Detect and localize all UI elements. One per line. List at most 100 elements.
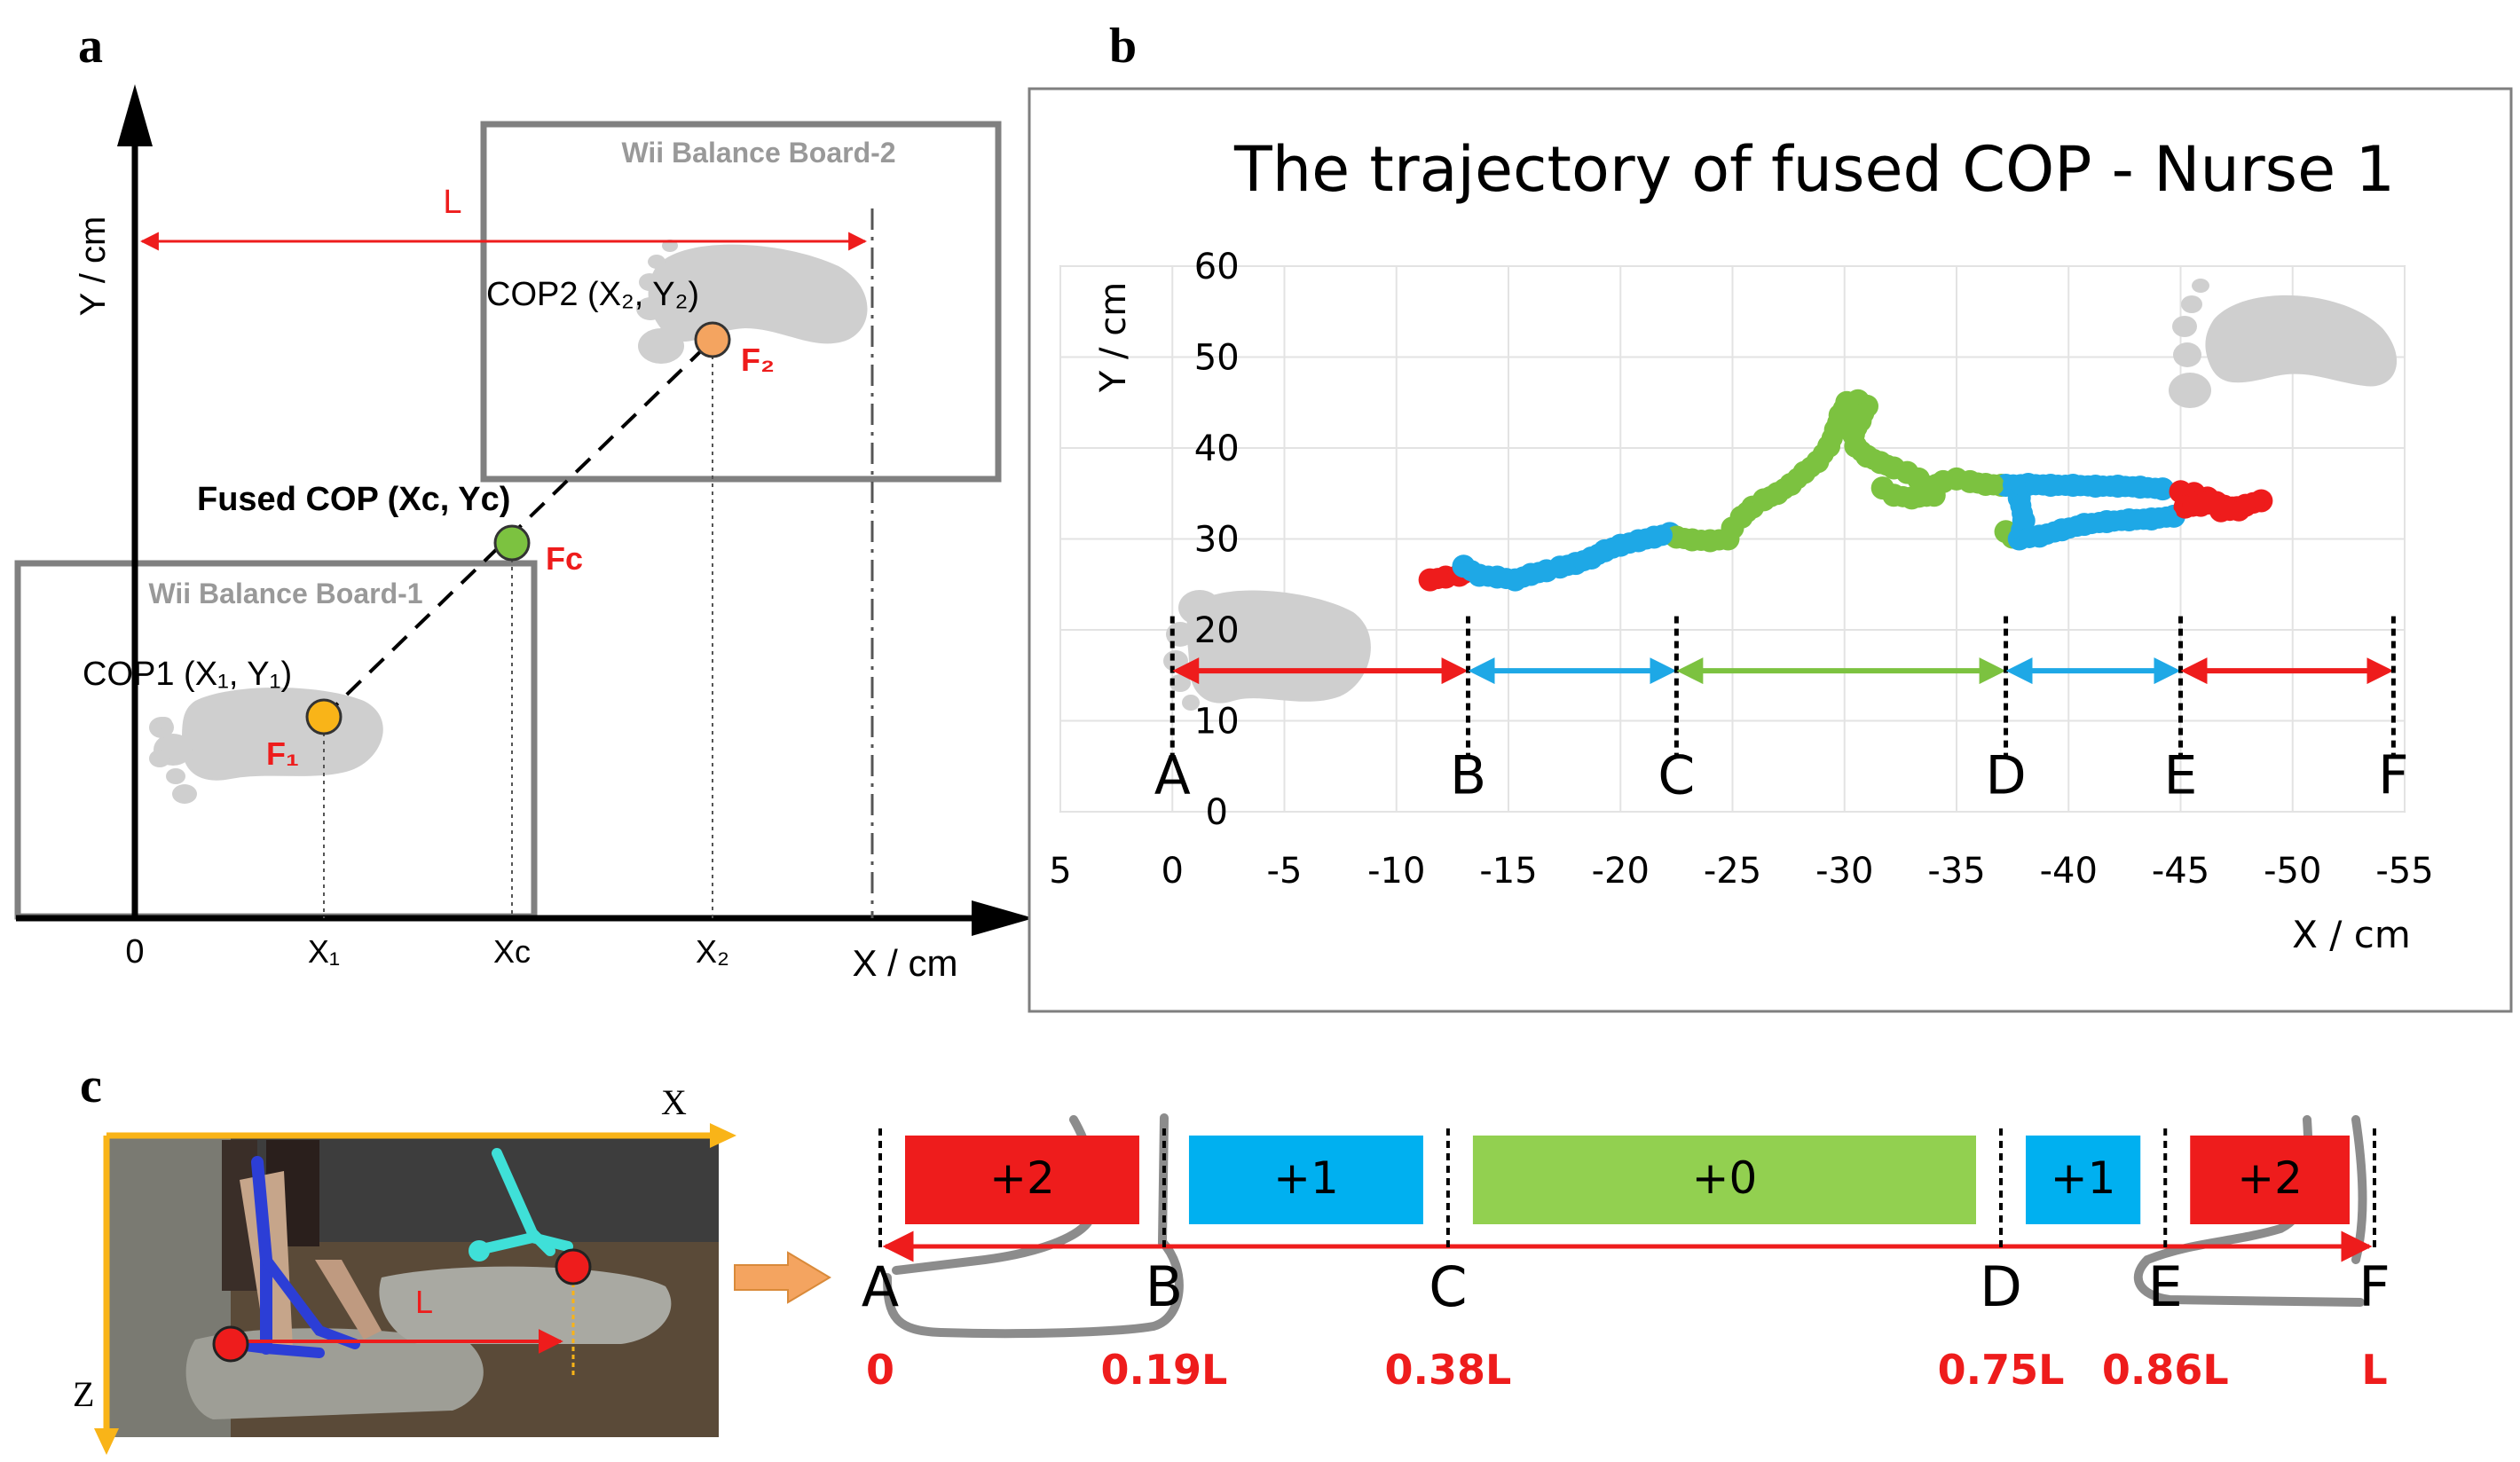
score-block xyxy=(2026,1136,2141,1224)
trajectory-point xyxy=(1892,485,1914,507)
scale-fraction: 0.75L xyxy=(1938,1346,2065,1394)
trajectory-point xyxy=(1876,454,1898,476)
y-tick-label: 20 xyxy=(1194,610,1240,651)
panel-b: b The trajectory of fused COP - Nurse 1 … xyxy=(1028,19,2513,1013)
trajectory-point xyxy=(1602,537,1624,559)
trajectory-point xyxy=(2032,474,2054,496)
x-tick-label: 5 xyxy=(1049,851,1071,892)
segment-label: D xyxy=(1985,745,2026,807)
photo-right-point xyxy=(555,1248,592,1285)
chart-y-label: Y / cm xyxy=(1093,282,1134,393)
scale-letter: E xyxy=(2148,1254,2183,1319)
trajectory-point xyxy=(1870,476,1894,500)
fused-cop-label: Fused COP (Xc, Yc) xyxy=(197,481,510,518)
f1-label: F₁ xyxy=(266,735,299,772)
trajectory-point xyxy=(2219,499,2241,522)
panel-label-a: a xyxy=(78,19,103,74)
chart-segments: A B C D E F xyxy=(1154,616,2409,807)
x-tick-label: -10 xyxy=(1367,851,1425,892)
trajectory-point xyxy=(1690,530,1713,552)
trajectory-point xyxy=(2019,526,2041,548)
board-2-label: Wii Balance Board-2 xyxy=(621,137,895,169)
trajectory-point xyxy=(1495,568,1517,590)
y-tick-label: 30 xyxy=(1194,520,1240,561)
trajectory-point xyxy=(1832,397,1855,420)
segment-label: B xyxy=(1450,745,1486,807)
score-label: +1 xyxy=(2051,1152,2116,1204)
x-axis-arrow-icon xyxy=(972,900,1034,936)
trajectory-point xyxy=(1477,565,1500,587)
x-tick-label: -35 xyxy=(1927,851,1985,892)
trajectory-point xyxy=(2155,506,2177,528)
score-block xyxy=(905,1136,1139,1224)
trajectory-point xyxy=(1908,486,1930,508)
scale-letter: F xyxy=(2359,1254,2390,1319)
score-label: +2 xyxy=(2237,1152,2303,1204)
score-block xyxy=(2190,1136,2350,1224)
chart-title: The trajectory of fused COP - Nurse 1 xyxy=(1233,133,2395,206)
fused-cop-point xyxy=(493,524,531,562)
scale-fraction: 0.19L xyxy=(1101,1346,1228,1394)
trajectory-point xyxy=(1528,562,1550,584)
x-tick-label: -30 xyxy=(1815,851,1873,892)
photo-l-label: L xyxy=(415,1284,433,1320)
camera-photo xyxy=(106,1136,719,1437)
y-tick-label: 0 xyxy=(1206,792,1228,833)
x1-tick: X₁ xyxy=(308,933,340,970)
trajectory-point xyxy=(2144,477,2166,499)
scale-letter: D xyxy=(1980,1254,2022,1319)
chart-points xyxy=(1418,389,2273,592)
x-tick-label: 0 xyxy=(1162,851,1184,892)
flow-arrow-icon xyxy=(734,1251,831,1304)
x-tick-label: -25 xyxy=(1704,851,1761,892)
trajectory-point xyxy=(1673,527,1696,549)
chart-ticks: 5 0 -5 -10 -15 -20 -25 -30 -35 -40 -45 -50 -55010203… xyxy=(1049,247,2433,892)
photo-left-point xyxy=(212,1325,249,1363)
scale-letter: A xyxy=(862,1254,899,1319)
photo-x-arrow-icon xyxy=(710,1123,736,1148)
foot-outline-icon xyxy=(2351,1115,2367,1264)
trajectory-point xyxy=(1812,443,1834,465)
segment-label: E xyxy=(2164,745,2198,807)
y-tick-label: 50 xyxy=(1194,338,1240,379)
x-tick-label: -50 xyxy=(2264,851,2321,892)
x-tick-label: -55 xyxy=(2375,851,2433,892)
y-tick-label: 60 xyxy=(1194,247,1240,287)
scale-letter: B xyxy=(1146,1254,1184,1319)
x-tick-label: -45 xyxy=(2152,851,2209,892)
x2-tick: X₂ xyxy=(696,933,729,970)
segment-scale: +2 +1 +0 +1 +2 A 0 B 0.19L C 0.38L D 0.75L E 0.86L FL xyxy=(862,1128,2390,1394)
segment-label: C xyxy=(1658,745,1695,807)
photo-z-label: Z xyxy=(73,1374,94,1414)
trajectory-point xyxy=(1461,560,1483,582)
photo-x-label: X xyxy=(661,1082,687,1122)
cop2-point xyxy=(694,321,731,358)
x-tick-label: -20 xyxy=(1592,851,1650,892)
trajectory-point xyxy=(1708,529,1730,551)
trajectory-point xyxy=(1736,501,1758,523)
trajectory-point xyxy=(1846,416,1868,438)
score-label: +0 xyxy=(1692,1152,1758,1204)
wii-board-2 xyxy=(480,121,1002,483)
panel-c: c X Z L xyxy=(73,1058,2390,1455)
trajectory-point xyxy=(2077,475,2099,497)
panel-a: a Wii Balance Board-2 Wii Balance Board-… xyxy=(14,19,1034,984)
y-tick-label: 10 xyxy=(1194,702,1240,743)
scale-fraction: 0.38L xyxy=(1385,1346,1512,1394)
trajectory-point xyxy=(2198,493,2220,515)
segment-label: F xyxy=(2378,745,2409,807)
foot-icon xyxy=(2169,279,2398,408)
panel-label-c: c xyxy=(80,1058,102,1113)
y-axis-arrow-icon xyxy=(117,84,153,146)
trajectory-point xyxy=(1618,532,1641,554)
y-tick-label: 40 xyxy=(1194,428,1240,469)
scale-letter: C xyxy=(1429,1254,1467,1319)
x-tick-label: -40 xyxy=(2040,851,2098,892)
trajectory-point xyxy=(2182,495,2204,517)
board-1-label: Wii Balance Board-1 xyxy=(148,578,422,609)
photo-z-arrow-icon xyxy=(94,1428,119,1455)
trajectory-point xyxy=(1427,568,1449,590)
trajectory-point xyxy=(2012,502,2034,524)
trajectory-point xyxy=(2054,475,2076,497)
